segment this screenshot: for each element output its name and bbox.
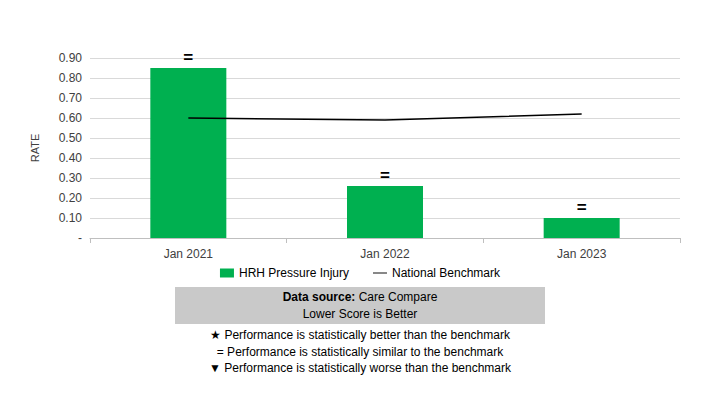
svg-text:National Benchmark: National Benchmark: [392, 266, 501, 280]
svg-text:HRH Pressure Injury: HRH Pressure Injury: [239, 266, 349, 280]
svg-text:=: =: [380, 166, 390, 185]
svg-text:0.80: 0.80: [59, 71, 83, 85]
html-text:★ Performance is statistically: ★ Performance is statistically better th…: [210, 328, 510, 342]
svg-text:Jan 2022: Jan 2022: [360, 247, 410, 261]
svg-text:0.20: 0.20: [59, 191, 83, 205]
svg-text:0.50: 0.50: [59, 131, 83, 145]
svg-text:Jan 2021: Jan 2021: [164, 247, 214, 261]
svg-text:0.70: 0.70: [59, 91, 83, 105]
html-text:▼ Performance is statistically: ▼ Performance is statistically worse tha…: [209, 361, 511, 375]
svg-text:0.90: 0.90: [59, 51, 83, 65]
svg-text:0.30: 0.30: [59, 171, 83, 185]
svg-text:=: =: [183, 48, 193, 67]
svg-text:Jan 2023: Jan 2023: [557, 247, 607, 261]
html-text:Lower Score is Better: Lower Score is Better: [302, 307, 418, 321]
html-text:Data source: Care Compare: Data source: Care Compare: [282, 290, 438, 304]
svg-text:0.10: 0.10: [59, 211, 83, 225]
svg-text:RATE: RATE: [29, 134, 41, 163]
svg-text:-: -: [78, 231, 82, 245]
svg-text:0.40: 0.40: [59, 151, 83, 165]
svg-text:0.60: 0.60: [59, 111, 83, 125]
html-text:= Performance is statistically: = Performance is statistically similar t…: [216, 344, 504, 359]
svg-text:=: =: [577, 198, 587, 217]
